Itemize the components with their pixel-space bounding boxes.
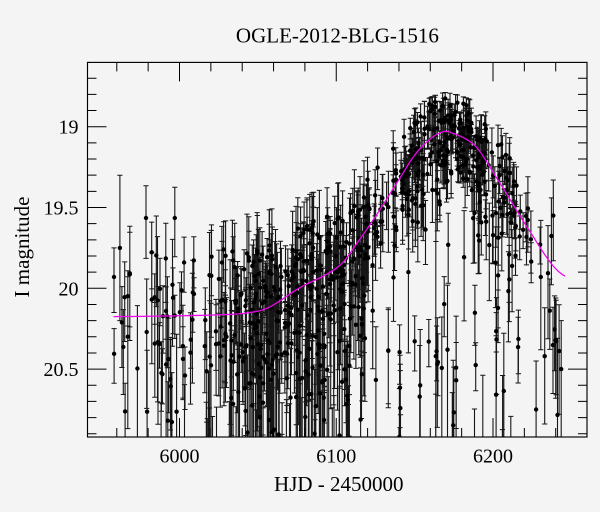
svg-text:I magnitude: I magnitude (10, 197, 34, 298)
svg-text:19.5: 19.5 (44, 198, 79, 220)
svg-text:20: 20 (59, 278, 79, 300)
svg-text:19: 19 (59, 117, 79, 139)
svg-text:20.5: 20.5 (44, 359, 79, 381)
svg-text:6200: 6200 (473, 446, 513, 468)
svg-text:OGLE-2012-BLG-1516: OGLE-2012-BLG-1516 (236, 23, 439, 47)
svg-text:6100: 6100 (316, 446, 356, 468)
svg-text:6000: 6000 (160, 446, 200, 468)
svg-text:HJD - 2450000: HJD - 2450000 (274, 472, 404, 496)
